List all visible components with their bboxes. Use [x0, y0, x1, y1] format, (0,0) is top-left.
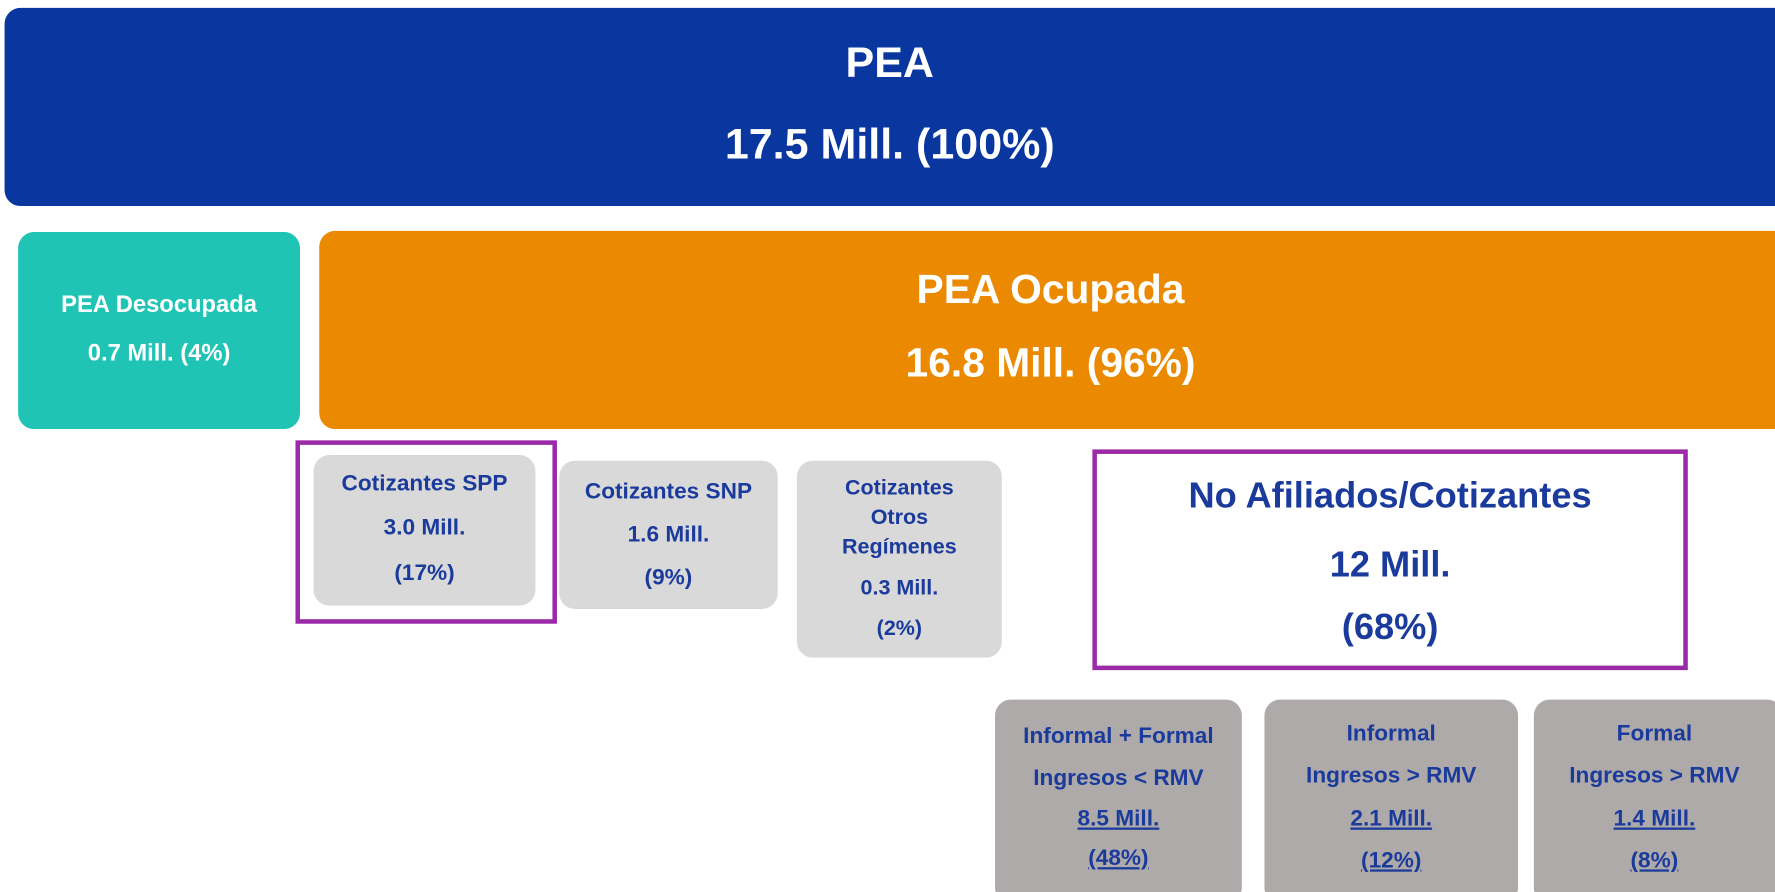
- node-label: Otros: [871, 505, 928, 529]
- node-label: 17.5 Mill. (100%): [725, 121, 1055, 169]
- node-label: Cotizantes: [845, 476, 954, 500]
- node-label: Cotizantes SNP: [585, 478, 752, 503]
- node-box: [796, 460, 1002, 658]
- node-label: No Afiliados/Cotizantes: [1189, 475, 1592, 516]
- node-label: Cotizantes SPP: [342, 470, 508, 495]
- node-label: 16.8 Mill. (96%): [906, 339, 1196, 385]
- node-label: (68%): [1342, 606, 1439, 647]
- node-box: [995, 699, 1242, 892]
- node-label: 12 Mill.: [1330, 544, 1451, 585]
- node-label: (48%): [1088, 845, 1148, 870]
- node-label: Ingresos > RMV: [1569, 763, 1739, 788]
- node-box: [559, 460, 778, 610]
- node-label: (12%): [1361, 847, 1421, 872]
- node-label: Regímenes: [842, 535, 957, 559]
- node-label: 1.4 Mill.: [1614, 806, 1696, 831]
- node-label: Ingresos < RMV: [1033, 765, 1203, 790]
- node-label: 0.7 Mill. (4%): [88, 340, 231, 367]
- node-label: PEA Ocupada: [917, 266, 1185, 312]
- node-label: (9%): [645, 564, 693, 589]
- node-label: Ingresos > RMV: [1306, 763, 1476, 788]
- node-label: 2.1 Mill.: [1350, 806, 1432, 831]
- node-box: [1092, 449, 1688, 671]
- node-label: 0.3 Mill.: [861, 575, 939, 599]
- node-label: 1.6 Mill.: [628, 521, 710, 546]
- node-label: Informal + Formal: [1023, 723, 1213, 748]
- node-label: Formal: [1617, 721, 1692, 746]
- node-label: 3.0 Mill.: [384, 515, 466, 540]
- node-label: Informal: [1347, 721, 1436, 746]
- node-box: [4, 7, 1775, 207]
- node-label: PEA Desocupada: [61, 291, 258, 318]
- node-box: [18, 232, 301, 430]
- node-label: (2%): [877, 616, 922, 640]
- node-box: [313, 455, 536, 606]
- node-box: [1264, 699, 1519, 892]
- node-label: (17%): [394, 560, 454, 585]
- node-label: (8%): [1631, 847, 1679, 872]
- highlight-frame: [295, 440, 557, 624]
- node-label: PEA: [846, 39, 934, 87]
- node-box: [1533, 699, 1775, 892]
- node-label: 8.5 Mill.: [1078, 806, 1160, 831]
- node-box: [319, 230, 1775, 430]
